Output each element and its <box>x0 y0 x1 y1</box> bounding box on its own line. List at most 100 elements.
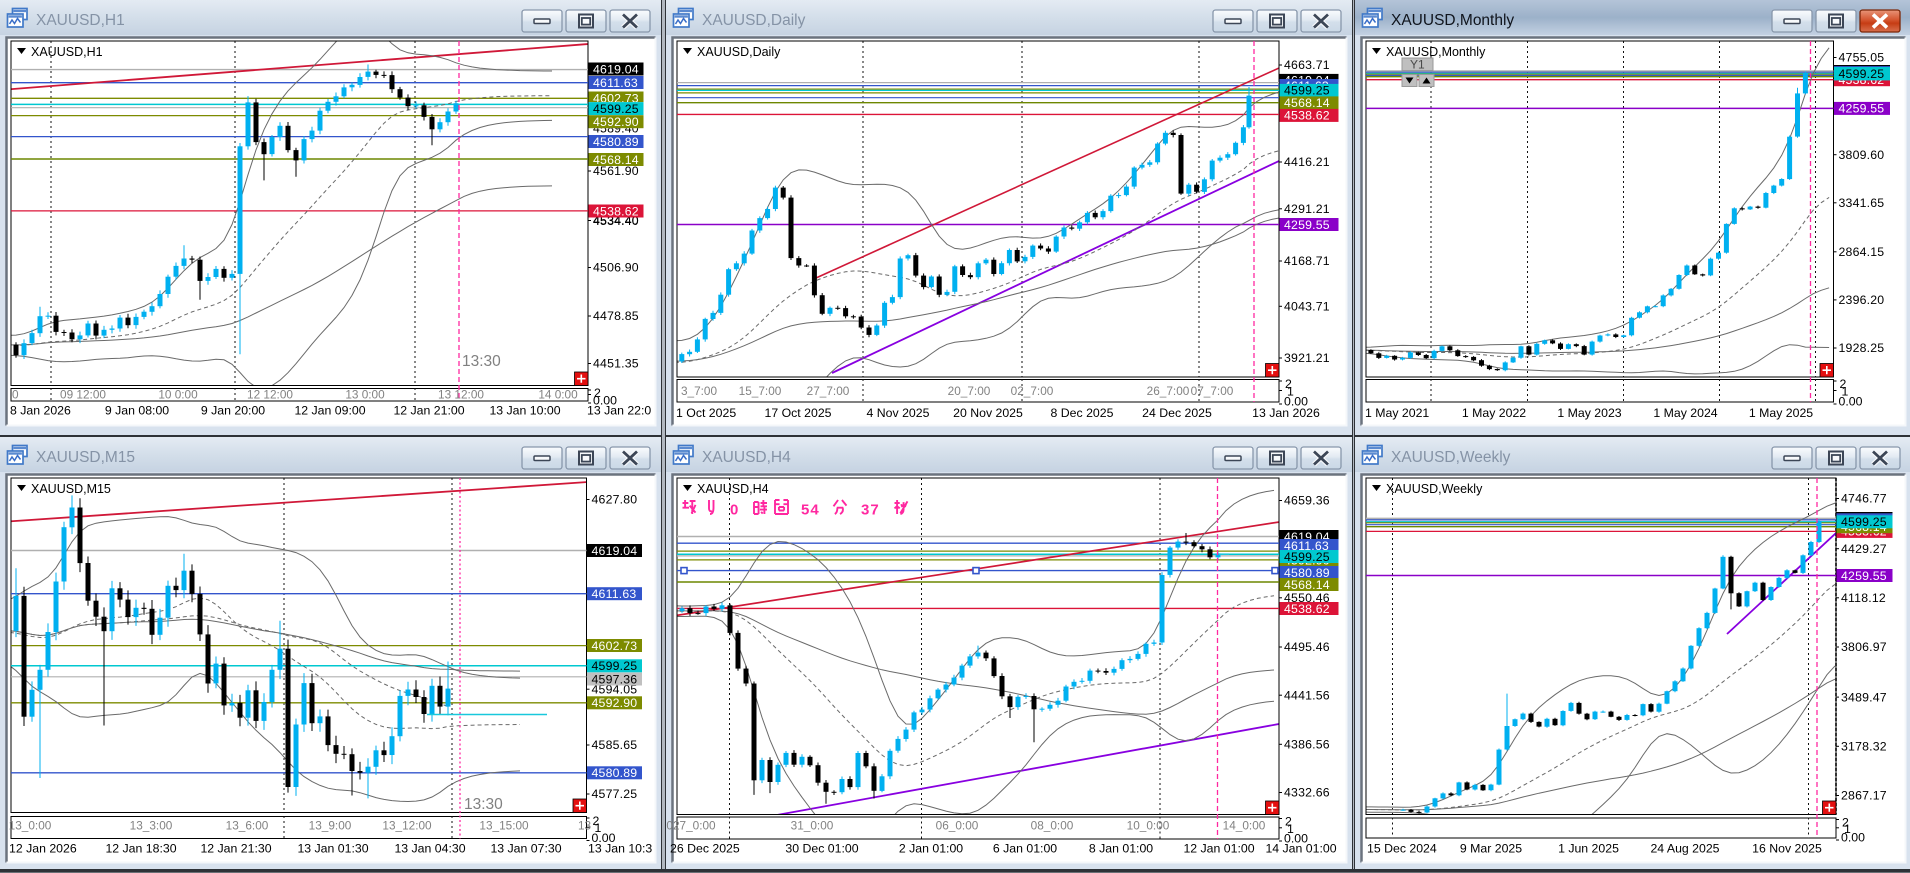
svg-text:4568.14: 4568.14 <box>1284 578 1330 592</box>
svg-text:4599.25: 4599.25 <box>593 102 639 116</box>
svg-text:4627.80: 4627.80 <box>592 493 638 507</box>
svg-text:20 Nov 2025: 20 Nov 2025 <box>953 406 1023 420</box>
svg-text:4416.21: 4416.21 <box>1284 155 1330 169</box>
svg-text:4043.71: 4043.71 <box>1284 300 1330 314</box>
svg-text:XAUUSD,M15: XAUUSD,M15 <box>31 482 111 496</box>
svg-text:2: 2 <box>1842 816 1849 830</box>
svg-text:4478.85: 4478.85 <box>593 309 639 323</box>
svg-text:XAUUSD,H4: XAUUSD,H4 <box>702 449 791 466</box>
svg-text:XAUUSD,Daily: XAUUSD,Daily <box>702 12 806 29</box>
svg-text:12 Jan 09:00: 12 Jan 09:00 <box>294 404 365 418</box>
svg-text:4538.62: 4538.62 <box>1284 109 1330 123</box>
svg-text:XAUUSD,Weekly: XAUUSD,Weekly <box>1391 449 1511 466</box>
svg-text:13 Jan 04:30: 13 Jan 04:30 <box>394 842 465 856</box>
svg-text:12 Jan 21:30: 12 Jan 21:30 <box>200 842 271 856</box>
svg-text:2: 2 <box>593 814 600 828</box>
svg-text:26 Dec 2025: 26 Dec 2025 <box>670 842 740 856</box>
svg-text:Y1: Y1 <box>1410 58 1425 72</box>
svg-text:16 Nov 2025: 16 Nov 2025 <box>1752 842 1822 856</box>
svg-text:3489.47: 3489.47 <box>1841 690 1887 704</box>
svg-text:4663.71: 4663.71 <box>1284 58 1330 72</box>
svg-text:0.00: 0.00 <box>593 394 617 408</box>
svg-text:4429.27: 4429.27 <box>1841 542 1887 556</box>
svg-text:13 0:00: 13 0:00 <box>345 388 385 402</box>
svg-text:3341.65: 3341.65 <box>1839 196 1885 210</box>
svg-text:24 Aug 2025: 24 Aug 2025 <box>1650 842 1719 856</box>
svg-text:3809.60: 3809.60 <box>1839 148 1885 162</box>
svg-text:4592.90: 4592.90 <box>592 696 638 710</box>
svg-text:XAUUSD,H1: XAUUSD,H1 <box>31 45 103 59</box>
svg-text:12 Jan 2026: 12 Jan 2026 <box>9 842 77 856</box>
svg-text:14_0:00: 14_0:00 <box>1223 819 1266 833</box>
svg-text:4332.66: 4332.66 <box>1284 786 1330 800</box>
svg-text:1: 1 <box>1287 385 1294 399</box>
svg-text:0.00: 0.00 <box>1839 395 1863 409</box>
svg-text:13: 13 <box>578 819 592 833</box>
svg-text:4580.89: 4580.89 <box>1284 566 1330 580</box>
svg-text:2396.20: 2396.20 <box>1839 293 1885 307</box>
svg-text:1 May 2024: 1 May 2024 <box>1653 406 1717 420</box>
svg-text:13:30: 13:30 <box>464 796 503 813</box>
svg-text:17 Oct 2025: 17 Oct 2025 <box>765 406 832 420</box>
svg-text:2 Jan 01:00: 2 Jan 01:00 <box>899 842 963 856</box>
svg-text:4 Nov 2025: 4 Nov 2025 <box>867 406 930 420</box>
svg-text:4619.04: 4619.04 <box>593 62 639 76</box>
svg-text:31_0:00: 31_0:00 <box>791 819 834 833</box>
svg-text:0.00: 0.00 <box>1284 395 1308 409</box>
svg-text:13_15:00: 13_15:00 <box>479 819 529 833</box>
svg-text:12 Jan 21:00: 12 Jan 21:00 <box>393 404 464 418</box>
svg-text:4594.05: 4594.05 <box>592 682 638 696</box>
svg-text:3178.32: 3178.32 <box>1841 740 1887 754</box>
svg-text:4599.25: 4599.25 <box>592 659 638 673</box>
svg-text:4602.73: 4602.73 <box>592 639 638 653</box>
svg-text:2: 2 <box>594 386 601 400</box>
svg-text:13_3:00: 13_3:00 <box>130 819 173 833</box>
svg-text:06_0:00: 06_0:00 <box>936 819 979 833</box>
svg-text:2864.15: 2864.15 <box>1839 245 1885 259</box>
svg-text:4611.63: 4611.63 <box>592 587 637 601</box>
svg-text:4168.71: 4168.71 <box>1284 254 1330 268</box>
svg-text:4495.46: 4495.46 <box>1284 640 1330 654</box>
svg-text:13:30: 13:30 <box>462 353 501 370</box>
svg-text:1: 1 <box>1842 385 1849 399</box>
svg-text:4599.25: 4599.25 <box>1284 84 1330 98</box>
svg-text:4577.25: 4577.25 <box>592 787 638 801</box>
svg-text:4506.90: 4506.90 <box>593 261 639 275</box>
svg-text:30 Dec 01:00: 30 Dec 01:00 <box>785 842 858 856</box>
svg-text:13_12:00: 13_12:00 <box>382 819 432 833</box>
svg-text:1: 1 <box>595 821 602 835</box>
svg-text:08_0:00: 08_0:00 <box>1031 819 1074 833</box>
svg-text:10 0:00: 10 0:00 <box>158 388 198 402</box>
svg-text:07_7:00: 07_7:00 <box>1191 384 1234 398</box>
svg-text:1: 1 <box>1844 822 1851 836</box>
svg-text:13 Jan 10:3: 13 Jan 10:3 <box>588 842 652 856</box>
svg-text:4599.25: 4599.25 <box>1284 550 1330 564</box>
svg-text:4597.36: 4597.36 <box>592 672 638 686</box>
svg-text:9 Mar 2025: 9 Mar 2025 <box>1460 842 1522 856</box>
svg-text:13 12:00: 13 12:00 <box>438 388 484 402</box>
svg-text:02_7:00: 02_7:00 <box>1011 384 1054 398</box>
svg-text:9 Jan 20:00: 9 Jan 20:00 <box>201 404 265 418</box>
svg-text:4259.55: 4259.55 <box>1284 218 1330 232</box>
svg-text:1: 1 <box>1287 822 1294 836</box>
svg-text:XAUUSD,H1: XAUUSD,H1 <box>36 12 125 29</box>
svg-text:10_0:00: 10_0:00 <box>1127 819 1170 833</box>
svg-text:12 Jan 01:00: 12 Jan 01:00 <box>1183 842 1254 856</box>
svg-text:XAUUSD,Monthly: XAUUSD,Monthly <box>1386 45 1486 59</box>
svg-text:4746.77: 4746.77 <box>1841 492 1887 506</box>
svg-text:09 12:00: 09 12:00 <box>60 388 106 402</box>
svg-text:2: 2 <box>1285 377 1292 391</box>
svg-text:3_7:00: 3_7:00 <box>681 384 718 398</box>
svg-text:4568.14: 4568.14 <box>1284 96 1330 110</box>
svg-text:4118.12: 4118.12 <box>1841 591 1886 605</box>
svg-text:12 12:00: 12 12:00 <box>247 388 293 402</box>
svg-text:20_7:00: 20_7:00 <box>948 384 991 398</box>
svg-text:8 Dec 2025: 8 Dec 2025 <box>1051 406 1114 420</box>
svg-text:3921.21: 3921.21 <box>1284 351 1330 365</box>
svg-text:XAUUSD,H4: XAUUSD,H4 <box>697 482 769 496</box>
svg-text:1 Jun 2025: 1 Jun 2025 <box>1558 842 1619 856</box>
svg-text:4599.25: 4599.25 <box>1839 67 1885 81</box>
svg-text:4386.56: 4386.56 <box>1284 738 1330 752</box>
svg-text:13_0:00: 13_0:00 <box>9 819 52 833</box>
svg-text:1928.25: 1928.25 <box>1839 341 1885 355</box>
